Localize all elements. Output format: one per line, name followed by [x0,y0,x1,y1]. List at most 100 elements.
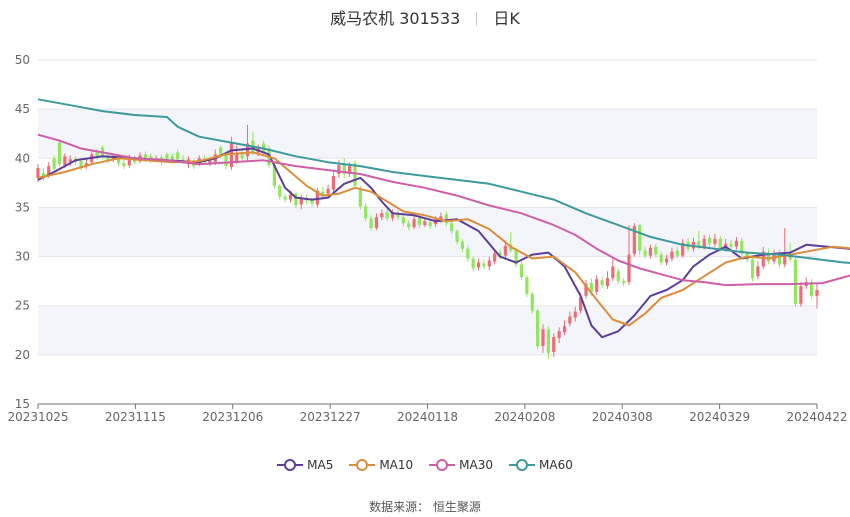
candle-body [793,259,798,304]
candle-body [664,258,669,263]
candle-body [525,277,529,294]
candle-body [240,154,244,159]
candle-body [541,329,545,347]
candle-body [783,255,787,265]
candle-body [589,283,593,292]
candle-body [401,217,405,224]
candle-body [675,250,679,256]
candle-body [423,221,427,226]
candle-body [584,284,588,296]
candle-body [815,289,819,296]
y-tick-label: 35 [15,200,30,214]
candle-body [777,252,782,265]
y-tick-label: 25 [15,299,30,313]
candle-body [713,238,717,244]
candle-body [557,331,561,339]
candle-body [47,166,51,176]
candle-body [127,157,131,166]
legend-marker-icon [349,459,376,471]
period-selector[interactable]: 日K [493,9,520,28]
y-tick-label: 40 [15,151,30,165]
candle-body [503,245,508,256]
x-tick-label: 20231025 [7,410,68,424]
title-separator [476,12,478,26]
candle-body [353,163,357,186]
candle-body [519,264,524,278]
candle-body [52,158,56,170]
candle-body [278,185,282,197]
legend-marker-icon [509,459,536,471]
candle-body [364,206,368,219]
candle-body [552,337,556,352]
legend-item-ma10[interactable]: MA10 [349,458,413,472]
candle-body [643,250,647,256]
candle-body [756,266,760,277]
candlestick-chart: 15 20 25 30 35 40 45 50 20231025 20231115 20231206… [7,53,850,424]
candle-body [460,241,465,249]
candle-body [176,152,180,160]
x-tick-label: 20240208 [494,410,555,424]
candle-body [374,217,379,229]
candle-body [417,218,422,226]
candle-body [750,259,755,279]
candle-body [79,161,83,168]
candle-body [294,193,298,206]
candle-body [321,191,325,196]
candle-body [536,310,540,347]
candle-body [224,155,228,167]
candle-body [627,254,631,283]
candle-body [369,218,373,229]
candle-body [407,223,411,228]
candle-body [170,156,174,160]
candle-body [654,246,658,255]
legend-marker-icon [429,459,456,471]
candle-body [471,258,475,269]
x-tick-label: 20231115 [105,410,166,424]
legend: MA5 MA10 MA30 MA60 [0,458,850,472]
y-tick-label: 50 [15,53,30,67]
series-line-ma5 [37,147,850,339]
legend-label: MA5 [307,458,334,472]
candle-body [412,219,416,228]
candle-body [57,142,62,165]
candle-body [702,238,706,247]
candle-body [283,196,287,200]
candle-body [605,278,610,287]
x-tick-label: 20231206 [202,410,263,424]
legend-item-ma60[interactable]: MA60 [509,458,573,472]
y-tick-label: 45 [15,102,30,116]
grid-band [38,305,817,355]
candle-body [288,194,293,200]
candle-body [342,165,346,175]
candle-body [337,165,341,175]
candle-body [810,282,814,296]
candle-body [493,253,497,262]
candle-body [390,212,395,219]
y-tick-label: 30 [15,250,30,264]
candle-body [579,296,583,311]
candle-body [272,165,276,186]
candle-body [84,163,88,167]
grid-band [38,207,817,257]
candle-body [740,240,744,254]
x-tick-label: 20231227 [300,410,361,424]
candle-body [611,266,615,279]
candle-body [788,255,792,260]
candle-body [455,231,459,242]
candle-body [681,242,685,256]
candle-body [546,329,550,353]
legend-item-ma5[interactable]: MA5 [277,458,333,472]
candle-body [707,237,712,244]
legend-item-ma30[interactable]: MA30 [429,458,493,472]
candle-body [600,280,604,286]
candle-body [396,213,400,218]
candle-body [514,250,518,265]
candle-body [439,216,443,221]
candle-body [41,173,45,178]
candle-body [219,147,223,156]
candle-body [444,214,448,224]
candle-body [466,248,470,259]
candle-body [799,286,803,304]
candle-body [476,262,481,268]
candle-body [734,240,739,247]
